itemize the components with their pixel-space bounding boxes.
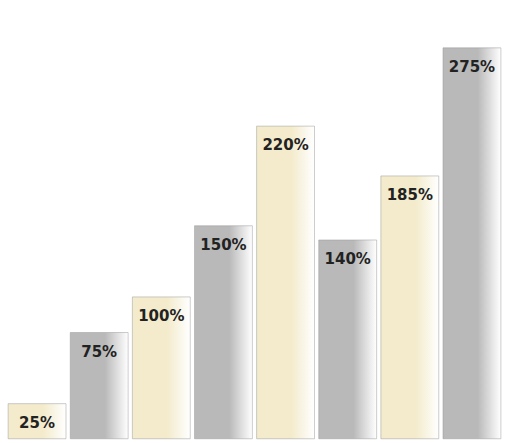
svg-text:100%: 100%	[138, 307, 184, 325]
svg-text:75%: 75%	[81, 343, 117, 361]
svg-text:220%: 220%	[262, 136, 308, 154]
svg-text:140%: 140%	[325, 250, 371, 268]
svg-text:275%: 275%	[449, 58, 495, 76]
svg-text:150%: 150%	[200, 236, 246, 254]
svg-text:185%: 185%	[387, 186, 433, 204]
svg-text:25%: 25%	[19, 414, 55, 432]
